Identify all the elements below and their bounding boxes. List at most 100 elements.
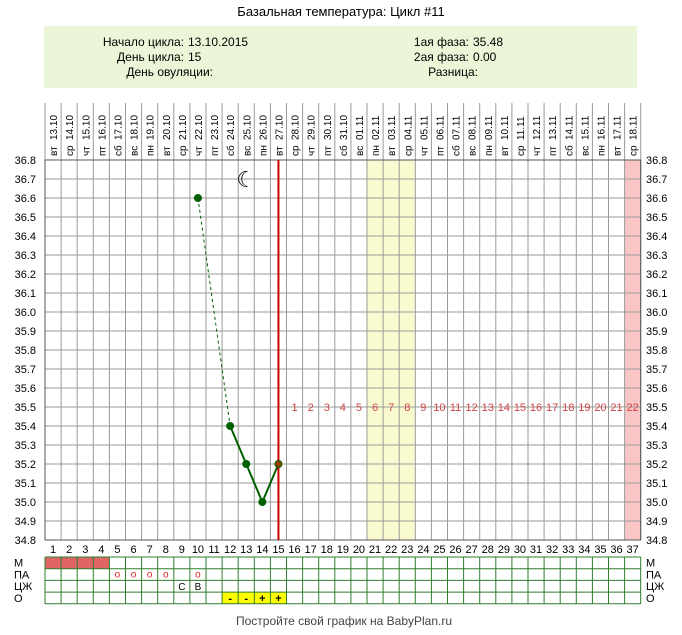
weekday-label: пт [548,146,559,156]
weekday-label: вс [468,146,479,156]
cycle-day-label: 13 [240,544,252,556]
countdown-label: 9 [420,402,426,414]
series-segment [245,463,264,503]
weekday-label: ср [403,145,414,156]
date-label: 13.11 [548,115,559,140]
y-tick-label-right: 35.9 [646,326,667,338]
y-tick-label-right: 36.5 [646,212,667,224]
y-tick-label-left: 35.2 [15,459,36,471]
date-label: 17.11 [613,115,624,140]
countdown-label: 18 [562,402,574,414]
y-tick-label-left: 35.5 [15,402,36,414]
weekday-label: вт [387,146,398,156]
data-point [258,498,267,506]
y-tick-label-left: 35.8 [15,345,36,357]
date-label: 03.11 [387,115,398,140]
date-label: 18.10 [130,115,141,140]
ovulation-test-mark: + [259,593,265,605]
date-label: 10.11 [500,115,511,140]
y-tick-label-right: 35.4 [646,421,667,433]
plot-border [44,159,642,541]
row-label-right: ПА [646,569,662,581]
weekday-label: ср [178,145,189,156]
weekday-label: сб [563,145,575,156]
cycle-day-label: 15 [272,544,284,556]
ovulation-test-mark: - [228,593,232,605]
countdown-label: 2 [308,402,314,414]
menses-cell [77,557,94,569]
y-tick-label-left: 36.1 [15,288,36,300]
weekday-label: пт [210,146,221,156]
date-label: 19.10 [146,115,157,140]
date-label: 06.11 [435,115,446,140]
weekday-label: чт [532,146,543,156]
cycle-day-label: 29 [498,544,510,556]
series-gap-segment [197,197,231,427]
countdown-label: 21 [610,402,622,414]
date-label: 25.10 [242,115,253,140]
date-label: 23.10 [210,115,221,140]
cycle-day-label: 33 [562,544,574,556]
cycle-day-label: 10 [192,544,204,556]
cycle-day-label: 30 [514,544,526,556]
cycle-day-label: 32 [546,544,558,556]
y-tick-label-left: 35.9 [15,326,36,338]
cycle-day-label: 14 [256,544,268,556]
date-label: 22.10 [194,115,205,140]
temperature-series: ☾ [193,160,283,540]
cycle-day-label: 16 [288,544,300,556]
info-panel [44,26,637,88]
y-tick-label-right: 36.7 [646,174,667,186]
weekday-label: чт [81,146,92,156]
countdown-label: 4 [340,402,346,414]
countdown-labels: 1 2 3 4 5 6 7 8 9 10 11 12 13 14 15 16 17 18 19 20 21 22 [291,402,638,414]
date-label: 14.10 [65,115,76,140]
weekday-label: пн [258,145,269,156]
cycle-day-label: 3 [82,544,88,556]
weekday-label: чт [194,146,205,156]
weekday-label: ср [629,145,640,156]
date-label: 28.10 [291,115,302,140]
y-tick-label-right: 35.6 [646,383,667,395]
countdown-label: 11 [450,402,461,414]
date-label: 20.10 [162,115,173,140]
y-tick-label-left: 35.7 [15,364,36,376]
cycle-day-label: 4 [98,544,104,556]
y-tick-label-left: 36.7 [15,174,36,186]
date-label: 27.10 [274,115,285,140]
countdown-label: 10 [433,402,445,414]
cycle-day-label: 6 [130,544,136,556]
moon-icon: ☾ [236,167,256,192]
weekday-label: вт [500,146,511,156]
data-point [193,194,202,202]
cycle-day-label: 20 [353,544,365,556]
cycle-day-label: 25 [433,544,445,556]
row-label-left: О [14,593,23,605]
weekday-label: сб [112,145,124,156]
weekday-label: сб [338,145,350,156]
countdown-label: 12 [466,402,478,414]
date-label: 05.11 [419,115,430,140]
row-label-right: ЦЖ [646,581,664,593]
date-label: 16.10 [97,115,108,140]
weekday-label: ср [291,145,302,156]
countdown-label: 22 [627,402,639,414]
y-tick-label-right: 36.4 [646,231,667,243]
menses-cell [61,557,78,569]
weekday-label: чт [419,146,430,156]
weekday-label: вс [242,146,253,156]
date-label: 18.11 [629,115,640,140]
date-label: 14.11 [564,115,575,140]
row-label-left: ПА [14,569,30,581]
weekday-label: вс [355,146,366,156]
y-tick-label-right: 35.3 [646,440,667,452]
data-point [242,460,251,468]
y-tick-label-right: 35.0 [646,497,667,509]
date-label: 30.10 [323,115,334,140]
cycle-day-label: 35 [594,544,606,556]
weekday-label: вс [580,146,591,156]
weekday-label: вт [274,146,285,156]
date-label: 15.10 [81,115,92,140]
